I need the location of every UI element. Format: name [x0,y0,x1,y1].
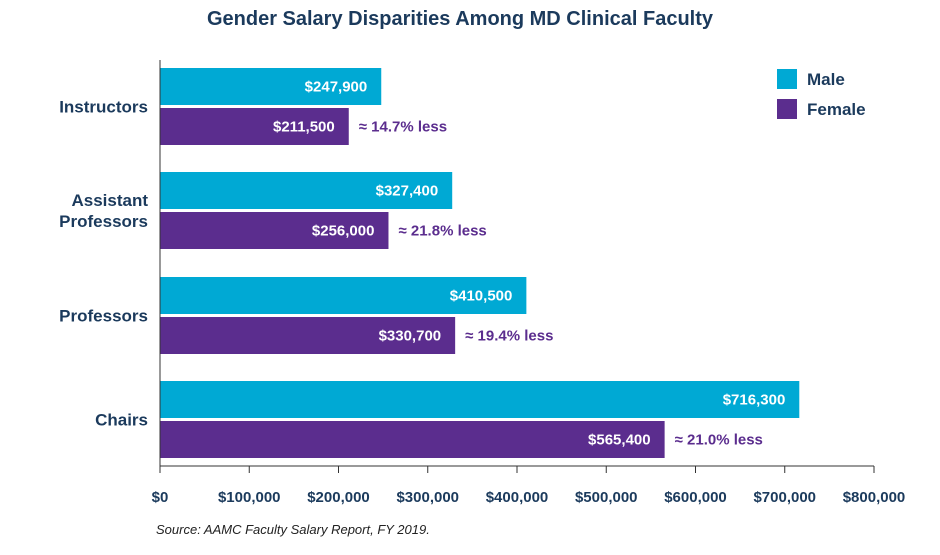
bars-layer: $247,900$211,500 ≈ 14.7% lessInstructors$… [59,68,800,458]
bar-group-professors: $410,500 $330,700 ≈ 19.4% less Professors [59,277,553,354]
difference-annotation-chairs: ≈ 21.0% less [675,432,763,449]
data-label-female-assistant-professors: $256,000 [312,223,375,240]
legend-label-male: Male [807,70,845,89]
data-label-male-chairs: $716,300 [723,392,786,409]
data-label-male-assistant-professors: $327,400 [376,183,439,200]
source-note: Source: AAMC Faculty Salary Report, FY 2… [156,522,430,537]
difference-annotation-professors: ≈ 19.4% less [465,328,553,345]
chart-title: Gender Salary Disparities Among MD Clini… [206,8,714,30]
category-label-assistant-professors: Assistant Professors [59,191,148,231]
bar-male-assistant-professors [160,172,453,209]
salary-bar-chart: $247,900$211,500 ≈ 14.7% lessInstructors$… [59,60,906,506]
bar-male-chairs [160,381,800,418]
category-label-professors: Professors [59,307,148,326]
legend-swatch-male [777,69,797,89]
bar-group-instructors: $247,900 $211,500 ≈ 14.7% less Instructors [59,68,447,145]
x-tick-label-5: $500,000 [575,489,638,506]
bar-female-professors [160,317,456,354]
category-label-instructors: Instructors [59,98,148,117]
bar-male-instructors [160,68,382,105]
bar-female-instructors [160,108,349,145]
x-axis: $0 $100,000 $200,000 $300,000 $400,000 $500,0… [152,60,906,506]
x-tick-label-3: $300,000 [396,489,459,506]
data-label-male-instructors: $247,900 [305,79,368,96]
x-tick-label-6: $600,000 [664,489,727,506]
data-label-female-professors: $330,700 [379,328,442,345]
data-label-male-professors: $410,500 [450,288,513,305]
data-label-female-chairs: $565,400 [588,432,651,449]
x-tick-label-0: $0 [152,489,169,506]
bar-male-professors [160,277,527,314]
x-tick-label-2: $200,000 [307,489,370,506]
category-label-chairs: Chairs [95,411,148,430]
x-tick-label-8: $800,000 [843,489,906,506]
difference-annotation-instructors: ≈ 14.7% less [359,119,447,136]
difference-annotation-assistant-professors: ≈ 21.8% less [398,223,486,240]
bar-group-chairs: $716,300 $565,400 ≈ 21.0% less Chairs [95,381,800,458]
x-tick-label-1: $100,000 [218,489,281,506]
x-tick-label-4: $400,000 [486,489,549,506]
data-label-female-instructors: $211,500 [273,119,335,136]
bar-female-assistant-professors [160,212,389,249]
legend-swatch-female [777,99,797,119]
bar-group-assistant-professors: $327,400 $256,000 ≈ 21.8% less Assistant Pro… [59,172,487,249]
x-tick-label-7: $700,000 [753,489,816,506]
legend-label-female: Female [807,100,866,119]
legend: Male Female [777,69,866,119]
bar-female-chairs [160,421,665,458]
